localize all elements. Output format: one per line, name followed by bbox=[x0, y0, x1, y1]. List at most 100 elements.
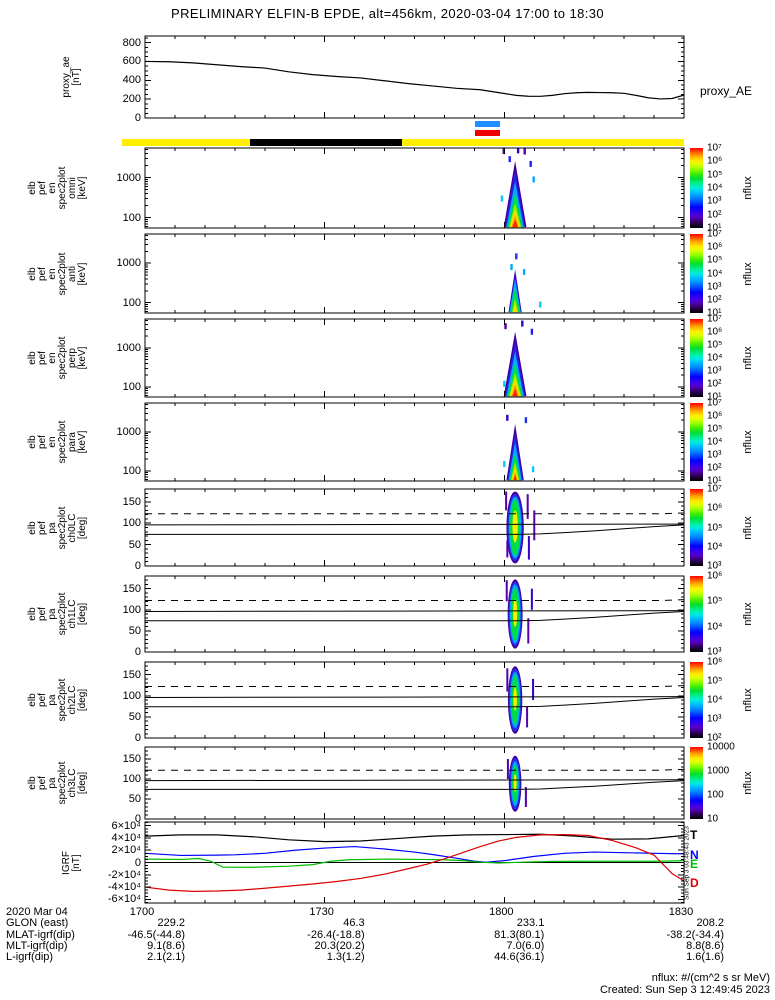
y-tick-label: 800 bbox=[122, 36, 141, 49]
ephemeris-value: 44.6(36.1) bbox=[494, 951, 545, 964]
footer-nflux-units: nflux: #/(cm^2 s sr MeV) bbox=[651, 972, 770, 984]
colorbar-en_para bbox=[690, 403, 703, 481]
colorbar-title: nflux bbox=[742, 261, 754, 286]
colorbar-tick-label: 10⁶ bbox=[707, 241, 723, 253]
y-tick-label: 100 bbox=[122, 296, 141, 309]
colorbar-tick-label: 10³ bbox=[707, 560, 722, 572]
colorbar-tick-label: 10¹ bbox=[707, 222, 722, 234]
colorbar-tick-label: 10³ bbox=[707, 195, 722, 207]
colorbar-tick-label: 10² bbox=[707, 294, 722, 306]
colorbar-tick-label: 10⁶ bbox=[707, 326, 723, 338]
y-tick-label: 2×10⁴ bbox=[111, 844, 141, 857]
time-tick-label: 1730 bbox=[309, 906, 334, 918]
ephemeris-value: 20.3(20.2) bbox=[314, 939, 365, 952]
y-tick-label: 150 bbox=[122, 495, 141, 508]
ephemeris-value: -46.5(-44.8) bbox=[127, 928, 185, 941]
y-tick-label: 1000 bbox=[116, 257, 141, 270]
epd-science-zone-bar-red bbox=[474, 130, 501, 136]
y-tick-label: 100 bbox=[122, 211, 141, 224]
colorbar-en_anti bbox=[690, 234, 703, 313]
y-tick-label: -6×10⁴ bbox=[107, 893, 141, 906]
colorbar-tick-label: 10² bbox=[707, 378, 722, 390]
colorbar-tick-label: 10² bbox=[707, 209, 722, 221]
ephemeris-value: 8.8(8.6) bbox=[686, 939, 724, 952]
colorbar-tick-label: 10⁶ bbox=[707, 570, 723, 582]
y-tick-label: 600 bbox=[122, 55, 141, 68]
colorbar-tick-label: 10⁷ bbox=[707, 483, 722, 495]
ephemeris-value: 1.3(1.2) bbox=[326, 951, 365, 964]
colorbar-tick-label: 10³ bbox=[707, 365, 722, 377]
y-tick-label: 200 bbox=[122, 93, 141, 106]
colorbar-title: nflux bbox=[742, 688, 754, 712]
colorbar-tick-label: 10⁴ bbox=[707, 268, 723, 279]
y-tick-label: 0 bbox=[134, 813, 141, 825]
y-tick-label: 1000 bbox=[116, 341, 141, 354]
ephemeris-value: 233.1 bbox=[516, 917, 545, 930]
igrf-line-label-N: N bbox=[690, 847, 699, 862]
colorbar-tick-label: 10⁴ bbox=[707, 182, 723, 194]
time-tick-label: 1800 bbox=[489, 906, 514, 918]
colorbar-tick-label: 10⁶ bbox=[707, 155, 723, 167]
colorbar-tick-label: 10⁵ bbox=[707, 254, 723, 266]
colorbar-en_perp bbox=[690, 319, 703, 397]
colorbar-title: nflux bbox=[742, 515, 754, 540]
y-tick-label: 1000 bbox=[116, 425, 141, 438]
y-tick-label: -4×10⁴ bbox=[107, 881, 141, 894]
y-tick-label: 150 bbox=[122, 668, 141, 681]
time-tick-label: 1700 bbox=[129, 906, 155, 918]
y-tick-label: 100 bbox=[122, 689, 141, 702]
colorbar-tick-label: 10⁴ bbox=[707, 436, 723, 448]
series-T bbox=[145, 833, 684, 843]
colorbar-tick-label: 10⁷ bbox=[707, 142, 722, 154]
colorbar-tick-label: 10⁵ bbox=[707, 675, 723, 687]
y-tick-label: 100 bbox=[122, 603, 141, 616]
colorbar-title: nflux bbox=[742, 176, 754, 200]
colorbar-tick-label: 10⁴ bbox=[707, 621, 723, 633]
y-tick-label: 0 bbox=[134, 856, 141, 869]
series-proxy_AE bbox=[145, 60, 684, 100]
y-tick-label: 50 bbox=[128, 793, 141, 805]
colorbar-tick-label: 10³ bbox=[707, 646, 722, 658]
y-tick-label: 150 bbox=[122, 753, 141, 765]
colorbar-tick-label: 10⁴ bbox=[707, 694, 723, 706]
ephemeris-value: 1.6(1.6) bbox=[686, 951, 724, 964]
colorbar-tick-label: 10⁴ bbox=[707, 352, 723, 364]
ephemeris-value: 2.1(2.1) bbox=[147, 951, 185, 964]
colorbar-title: nflux bbox=[742, 602, 754, 626]
colorbar-tick-label: 10⁵ bbox=[707, 169, 723, 181]
colorbar-tick-label: 10¹ bbox=[707, 475, 722, 487]
ephemeris-value: 7.0(6.0) bbox=[506, 939, 545, 952]
y-tick-label: 50 bbox=[128, 538, 141, 551]
colorbar-pa_ch2 bbox=[690, 662, 703, 738]
y-tick-label: 1000 bbox=[116, 171, 141, 184]
panel-ylabel-igrf: IGRF [nT] bbox=[61, 850, 82, 875]
y-tick-label: -2×10⁴ bbox=[107, 868, 141, 881]
colorbar-tick-label: 10⁷ bbox=[707, 228, 722, 240]
colorbar-title: nflux bbox=[742, 346, 754, 370]
ephemeris-row-label: L-igrf(dip) bbox=[6, 951, 54, 964]
colorbar-tick-label: 10⁶ bbox=[707, 410, 723, 422]
epd-science-zone-bar-blue bbox=[474, 121, 501, 127]
y-tick-label: 150 bbox=[122, 582, 141, 595]
colorbar-tick-label: 10² bbox=[707, 462, 722, 474]
plot-title: PRELIMINARY ELFIN-B EPDE, alt=456km, 202… bbox=[171, 6, 604, 21]
panel-ylabel-en_para: elb pef en spec2plot para [keV] bbox=[27, 420, 88, 464]
ephemeris-value: 229.2 bbox=[157, 917, 185, 930]
colorbar-pa_ch1 bbox=[690, 576, 703, 652]
colorbar-tick-label: 10 bbox=[707, 813, 719, 825]
proxy-ae-right-label: proxy_AE bbox=[700, 83, 753, 98]
y-tick-label: 6×10⁴ bbox=[111, 819, 141, 832]
y-tick-label: 100 bbox=[122, 517, 141, 530]
panel-ylabel-pa_ch3: elb pef pa spec2plot ch3LC [deg] bbox=[27, 761, 88, 805]
panel-ylabel-pa_ch2: elb pef pa spec2plot ch2LC [deg] bbox=[27, 678, 88, 722]
colorbar-tick-label: 10⁶ bbox=[707, 656, 723, 668]
colorbar-tick-label: 10000 bbox=[707, 741, 735, 753]
igrf-line-label-D: D bbox=[690, 876, 699, 891]
creation-timestamp-vertical: Sun Sep 3 03:48:43 2023 bbox=[683, 825, 691, 900]
ephemeris-value: 9.1(8.6) bbox=[147, 939, 185, 952]
fast-segments-bar bbox=[122, 139, 684, 146]
y-tick-label: 100 bbox=[122, 773, 141, 785]
ephemeris-row-label: MLT-igrf(dip) bbox=[6, 939, 68, 952]
